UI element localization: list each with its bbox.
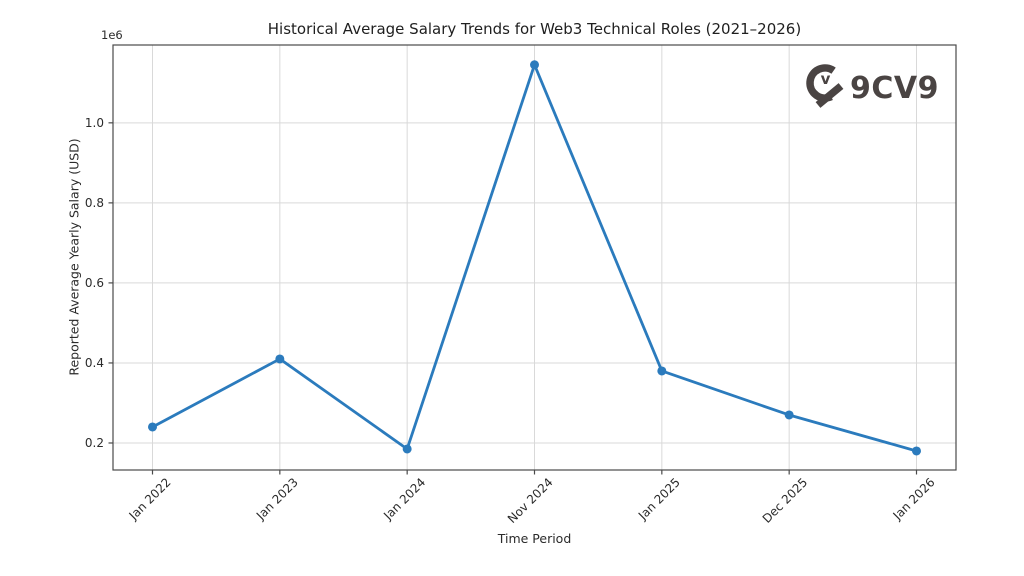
data-point	[657, 366, 667, 376]
x-tick-label: Nov 2024	[505, 475, 556, 526]
x-tick-label: Jan 2022	[126, 475, 174, 523]
data-point	[148, 422, 157, 432]
y-tick-label: 0.2	[85, 436, 104, 450]
x-axis-label: Time Period	[497, 531, 572, 546]
data-point	[530, 60, 539, 70]
svg-text:v: v	[821, 70, 831, 88]
data-point	[402, 444, 412, 454]
x-tick-label: Jan 2023	[253, 475, 301, 523]
x-tick-label: Jan 2025	[635, 475, 683, 523]
x-tick-label: Jan 2026	[890, 475, 938, 523]
data-point	[275, 354, 285, 364]
data-point	[912, 446, 921, 456]
logo-mark-icon: v	[806, 64, 844, 108]
x-tick-label: Dec 2025	[760, 475, 811, 526]
data-point	[784, 410, 794, 420]
logo-text: 9CV9	[850, 71, 939, 106]
y-tick-label: 0.8	[85, 196, 104, 210]
y-tick-label: 0.4	[85, 356, 104, 370]
x-tick-label: Jan 2024	[380, 475, 428, 523]
chart-title: Historical Average Salary Trends for Web…	[267, 20, 802, 38]
y-tick-label: 1.0	[85, 116, 104, 130]
logo: v 9CV9	[804, 62, 939, 116]
y-axis-offset-label: 1e6	[101, 28, 123, 42]
y-tick-label: 0.6	[85, 276, 104, 290]
